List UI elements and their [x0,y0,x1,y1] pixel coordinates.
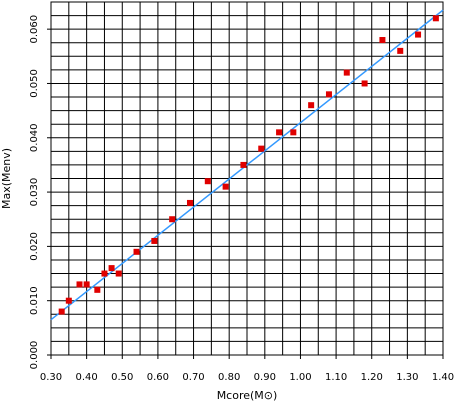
data-point [258,145,265,152]
x-tick-label: 0.40 [76,372,98,383]
x-tick-label: 1.10 [325,372,347,383]
x-axis-title: Mcore(M⊙) [217,389,278,402]
data-point [151,237,158,244]
x-tick-label: 1.30 [396,372,418,383]
plot-frame [50,1,444,356]
y-tick-label: 0.020 [29,232,40,261]
y-axis-title: Max(Menv) [0,148,13,209]
data-point [308,102,315,109]
x-tick-label: 1.40 [432,372,454,383]
x-tick-label: 1.20 [361,372,383,383]
data-point [186,199,193,206]
y-tick-label: 0.060 [29,15,40,44]
data-point [432,15,439,22]
y-tick-label: 0.010 [29,286,40,315]
data-point [58,308,65,315]
data-point [276,129,283,136]
y-tick-label: 0.040 [29,123,40,152]
x-tick-label: 0.50 [111,372,133,383]
data-point [101,270,108,277]
x-tick-label: 0.70 [182,372,204,383]
data-point [222,183,229,190]
data-point [397,47,404,54]
data-point [379,37,386,44]
data-point [169,216,176,223]
data-point [343,69,350,76]
x-tick-label: 0.80 [218,372,240,383]
x-tick-label: 1.00 [289,372,311,383]
grid [51,2,443,355]
x-tick-label: 0.60 [147,372,169,383]
data-point [115,270,122,277]
data-point [83,281,90,288]
data-point [94,286,101,293]
y-tick-label: 0.000 [29,341,40,370]
data-point [325,91,332,98]
data-point [76,281,83,288]
data-points [58,15,439,315]
x-tick-label: 0.90 [254,372,276,383]
data-point [65,297,72,304]
data-point [240,161,247,168]
data-point [133,248,140,255]
data-point [361,80,368,87]
y-axis-ticks: 0.000 0.010 0.020 0.030 0.040 0.050 0.060 [29,15,51,369]
data-point [108,265,115,272]
data-point [290,129,297,136]
y-tick-label: 0.050 [29,69,40,98]
x-tick-label: 0.30 [40,372,62,383]
fit-line [50,9,444,321]
y-tick-label: 0.030 [29,178,40,207]
data-point [415,31,422,38]
x-axis-ticks: 0.30 0.40 0.50 0.60 0.70 0.80 0.90 1.00 1.10 1.20… [40,355,454,383]
data-point [204,178,211,185]
